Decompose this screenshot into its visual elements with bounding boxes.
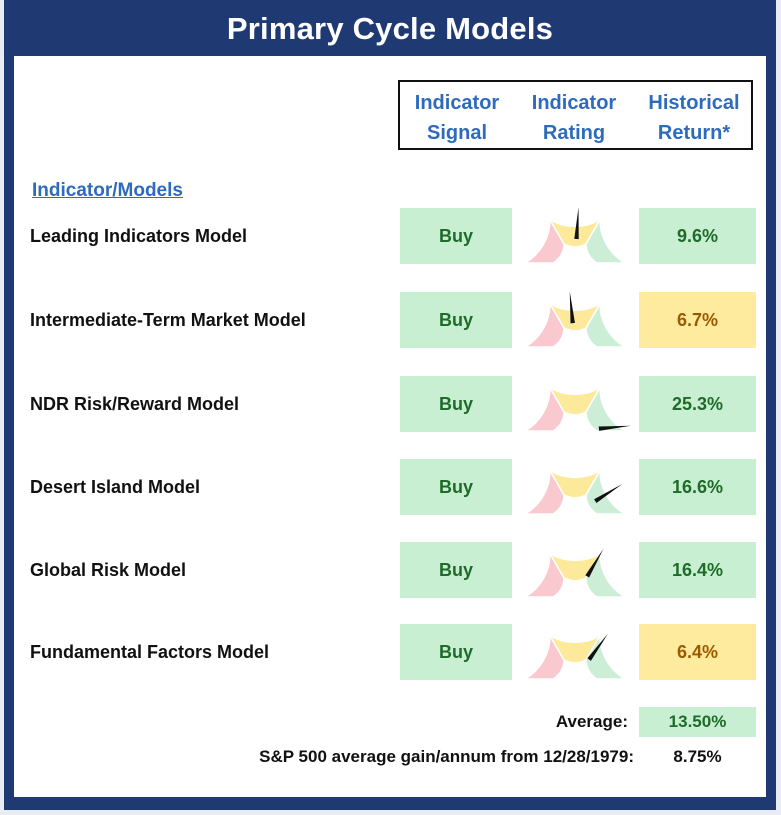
rating-gauge (522, 384, 631, 432)
model-name: Fundamental Factors Model (30, 641, 270, 662)
report-frame: Primary Cycle Models Indicator Signal In… (4, 0, 776, 810)
table-row: Global Risk Model Buy 16.4% (14, 542, 766, 598)
average-label: Average: (555, 712, 628, 731)
model-name: Leading Indicators Model (30, 225, 248, 246)
page-title: Primary Cycle Models (226, 11, 554, 46)
header-indicator-rating: Indicator Rating (518, 88, 630, 148)
gauge-needle (574, 208, 579, 240)
sp500-label: S&P 500 average gain/annum from 12/28/19… (259, 747, 634, 766)
header-historical-return: Historical Return* (638, 88, 750, 148)
signal-badge: Buy (400, 624, 512, 680)
gauge-segment-bullish (585, 384, 628, 432)
signal-badge: Buy (400, 376, 512, 432)
signal-badge: Buy (400, 208, 512, 264)
signal-badge: Buy (400, 292, 512, 348)
table-row: Fundamental Factors Model Buy 6.4% (14, 624, 766, 680)
header-return-line1: Historical (648, 92, 740, 114)
historical-return-value: 16.6% (639, 459, 756, 515)
table-row: Desert Island Model Buy 16.6% (14, 459, 766, 515)
header-rating-line1: Indicator (531, 92, 617, 114)
historical-return-value: 6.4% (639, 624, 756, 680)
model-name: NDR Risk/Reward Model (30, 393, 240, 414)
rating-gauge (522, 467, 628, 515)
rating-gauge (522, 548, 628, 598)
column-header-box: Indicator Signal Indicator Rating Histor… (398, 80, 753, 150)
sp500-value: 8.75% (673, 747, 722, 766)
gauge-segment-bullish (585, 632, 628, 680)
gauge-segment-bullish (585, 216, 628, 264)
gauge-needle (594, 483, 623, 503)
gauge-segment-bullish (585, 550, 628, 598)
average-value: 13.50% (639, 707, 756, 737)
signal-badge: Buy (400, 459, 512, 515)
signal-badge: Buy (400, 542, 512, 598)
header-signal-line1: Indicator (414, 92, 500, 114)
header-return-line2: Return* (657, 122, 731, 144)
section-label-indicator-models: Indicator/Models (32, 180, 183, 201)
table-row: Leading Indicators Model Buy 9.6% (14, 208, 766, 264)
historical-return-value: 16.4% (639, 542, 756, 598)
gauge-segment-bullish (585, 300, 628, 348)
table-row: NDR Risk/Reward Model Buy 25.3% (14, 376, 766, 432)
gauge-needle (587, 633, 608, 661)
historical-return-value: 6.7% (639, 292, 756, 348)
header-indicator-signal: Indicator Signal (404, 88, 510, 148)
rating-gauge (522, 292, 628, 348)
historical-return-value: 25.3% (639, 376, 756, 432)
content-panel: Indicator Signal Indicator Rating Histor… (14, 56, 766, 797)
historical-return-value: 9.6% (639, 208, 756, 264)
model-name: Global Risk Model (30, 559, 187, 580)
model-name: Desert Island Model (30, 476, 201, 497)
gauge-needle (598, 425, 631, 431)
header-signal-line2: Signal (426, 122, 487, 144)
model-name: Intermediate-Term Market Model (30, 309, 306, 330)
header-rating-line2: Rating (542, 122, 606, 144)
table-row: Intermediate-Term Market Model Buy 6.7% (14, 292, 766, 348)
rating-gauge (522, 208, 628, 264)
gauge-segment-bullish (585, 467, 628, 515)
rating-gauge (522, 632, 628, 680)
gauge-needle (585, 548, 604, 578)
gauge-needle (569, 292, 575, 324)
